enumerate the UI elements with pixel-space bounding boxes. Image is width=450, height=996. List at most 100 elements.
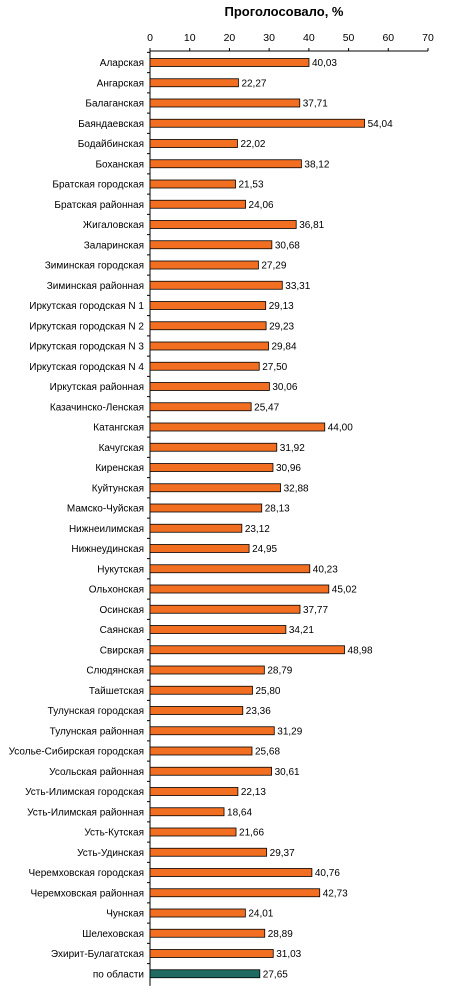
category-label: Тулунская городская: [48, 706, 144, 717]
category-label: Балаганская: [85, 99, 144, 110]
category-label: Иркутская районная: [50, 382, 144, 393]
value-label: 28,79: [267, 666, 292, 677]
value-label: 24,01: [248, 909, 273, 920]
bar: [149, 199, 246, 209]
category-label: Осинская: [100, 605, 144, 616]
value-label: 44,00: [328, 423, 353, 434]
category-label: Усть-Кутская: [84, 828, 144, 839]
category-label: Зиминская районная: [47, 281, 144, 292]
bar: [149, 301, 267, 310]
value-label: 36,81: [299, 220, 324, 231]
value-label: 31,29: [277, 726, 302, 737]
category-label: Ольхонская: [89, 585, 144, 596]
category-label: Иркутская городская N 4: [29, 362, 144, 373]
category-label: Баяндаевская: [78, 119, 144, 130]
value-label: 31,92: [280, 443, 305, 454]
bar: [149, 382, 270, 391]
x-tick-label: 50: [343, 32, 355, 44]
value-label: 23,36: [246, 706, 271, 717]
value-label: 37,71: [303, 99, 328, 110]
value-label: 30,96: [276, 463, 301, 474]
category-label: Качугская: [99, 443, 144, 454]
x-tick-label: 0: [147, 32, 153, 44]
bar: [149, 159, 302, 169]
value-label: 24,06: [249, 200, 274, 211]
bar: [149, 139, 238, 148]
x-tick-label: 30: [263, 32, 275, 44]
value-label: 40,03: [312, 58, 337, 69]
bar: [149, 179, 236, 189]
value-label: 28,13: [265, 504, 290, 515]
category-label: Боханская: [95, 159, 144, 170]
value-label: 34,21: [289, 625, 314, 636]
bar: [149, 928, 266, 938]
category-label: Усть-Илимская районная: [27, 807, 144, 818]
category-label: Саянская: [100, 625, 144, 636]
bar: [149, 827, 237, 837]
bar: [149, 341, 269, 351]
category-label: Заларинская: [84, 240, 144, 251]
category-label: Иркутская городская N 1: [29, 301, 144, 312]
bar: [149, 564, 311, 574]
bar: [149, 726, 275, 736]
value-label: 25,80: [255, 686, 280, 697]
value-label: 40,23: [313, 564, 338, 575]
value-label: 21,66: [239, 828, 264, 839]
value-label: 22,02: [240, 139, 265, 150]
bar: [149, 604, 301, 614]
x-tick-label: 20: [224, 32, 236, 44]
bar: [149, 807, 225, 817]
value-label: 22,27: [241, 78, 266, 89]
value-label: 30,68: [275, 240, 300, 251]
value-label: 30,61: [275, 767, 300, 778]
value-label: 31,03: [276, 949, 301, 960]
category-label: Нижнеудинская: [71, 544, 144, 555]
chart-title: Проголосовало, %: [225, 4, 344, 19]
category-labels: Аларская Ангарская Балаганская Баяндаевская…: [9, 58, 145, 980]
bar: [149, 118, 366, 128]
value-label: 25,68: [255, 747, 280, 758]
bar: [149, 402, 252, 412]
category-label: Усолье-Сибирская городская: [9, 746, 144, 758]
category-label: Усть-Илимская городская: [25, 787, 144, 798]
value-label: 25,47: [254, 402, 279, 413]
category-label: по области: [93, 968, 144, 980]
bar: [149, 868, 313, 877]
category-label: Усольская районная: [49, 767, 144, 778]
bar: [149, 544, 250, 553]
bar: [149, 503, 263, 513]
bar: [149, 220, 297, 229]
bar: [149, 766, 272, 776]
value-label: 30,06: [272, 382, 297, 393]
category-label: Усть-Удинская: [77, 848, 144, 859]
category-label: Эхирит-Булагатская: [51, 949, 144, 960]
value-label: 45,02: [332, 585, 357, 596]
value-label: 48,98: [348, 645, 373, 656]
value-label: 32,88: [284, 483, 309, 494]
category-label: Иркутская городская N 3: [29, 342, 144, 353]
bar: [149, 665, 265, 675]
bar: [149, 463, 274, 472]
value-label: 29,23: [269, 321, 294, 332]
value-label: 27,50: [262, 362, 287, 373]
bar: [149, 625, 287, 634]
value-label: 37,77: [303, 605, 328, 616]
category-label: Мамско-Чуйская: [67, 504, 144, 515]
category-label: Тайшетская: [89, 686, 144, 697]
bar: [149, 888, 321, 898]
bar: [149, 645, 345, 655]
bar: [149, 280, 283, 290]
value-label: 38,12: [304, 159, 329, 170]
category-label: Бодайбинская: [78, 138, 144, 150]
category-label: Братская районная: [54, 200, 144, 211]
bar: [149, 321, 267, 331]
bar: [149, 949, 274, 958]
bar: [149, 746, 253, 756]
category-label: Казачинско-Ленская: [50, 402, 144, 413]
category-label: Киренская: [95, 463, 144, 474]
category-label: Нижнеилимская: [69, 524, 144, 535]
bars: [149, 58, 366, 979]
value-label: 42,73: [323, 888, 348, 899]
